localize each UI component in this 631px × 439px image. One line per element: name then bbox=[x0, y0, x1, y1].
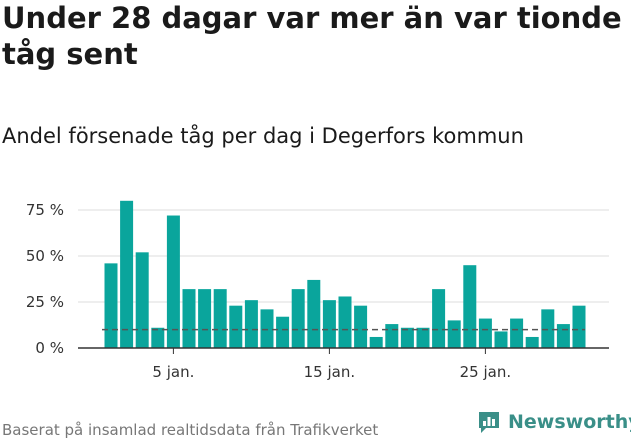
bar bbox=[400, 327, 414, 348]
bar bbox=[244, 300, 258, 348]
bar bbox=[229, 305, 243, 348]
bar bbox=[104, 263, 118, 348]
bar bbox=[166, 215, 180, 348]
source-note: Baserat på insamlad realtidsdata från Tr… bbox=[2, 421, 379, 439]
bar bbox=[198, 289, 212, 348]
x-axis-ticks: 5 jan. 15 jan. 25 jan. bbox=[152, 348, 511, 381]
bar bbox=[556, 324, 570, 348]
bar bbox=[322, 300, 336, 348]
bar bbox=[494, 331, 508, 348]
bar bbox=[135, 252, 149, 348]
grid-lines bbox=[78, 209, 609, 303]
bar bbox=[260, 309, 274, 348]
bar bbox=[432, 289, 446, 348]
bar bbox=[416, 327, 430, 348]
y-tick-label: 50 % bbox=[26, 247, 64, 265]
bar bbox=[510, 318, 524, 348]
newsworthy-logo-icon bbox=[479, 412, 499, 433]
chart-subtitle: Andel försenade tåg per dag i Degerfors … bbox=[2, 124, 524, 148]
x-tick-label: 5 jan. bbox=[152, 363, 194, 381]
bar bbox=[478, 318, 492, 348]
bar bbox=[213, 289, 227, 348]
bar bbox=[182, 289, 196, 348]
bar bbox=[291, 289, 305, 348]
bar bbox=[369, 336, 383, 348]
chart-title: Under 28 dagar var mer än var tionde tåg… bbox=[2, 1, 622, 71]
bars bbox=[104, 200, 586, 348]
bar bbox=[354, 305, 368, 348]
bar bbox=[338, 296, 352, 348]
bar bbox=[447, 320, 461, 348]
bar bbox=[151, 327, 165, 348]
x-tick-label: 25 jan. bbox=[460, 363, 512, 381]
y-tick-label: 25 % bbox=[26, 293, 64, 311]
bar bbox=[463, 265, 477, 348]
bar bbox=[572, 305, 586, 348]
y-tick-label: 75 % bbox=[26, 201, 64, 219]
logo-text: Newsworthy bbox=[508, 411, 631, 433]
x-tick-label: 15 jan. bbox=[304, 363, 356, 381]
y-axis-ticks: 0 % 25 % 50 % 75 % bbox=[26, 201, 64, 357]
bar bbox=[307, 279, 321, 348]
bar bbox=[276, 316, 290, 348]
y-tick-label: 0 % bbox=[35, 339, 64, 357]
bar bbox=[541, 309, 555, 348]
bar bbox=[525, 336, 539, 348]
newsworthy-logo: Newsworthy bbox=[476, 408, 631, 436]
bar bbox=[120, 200, 134, 348]
bar bbox=[385, 324, 399, 348]
